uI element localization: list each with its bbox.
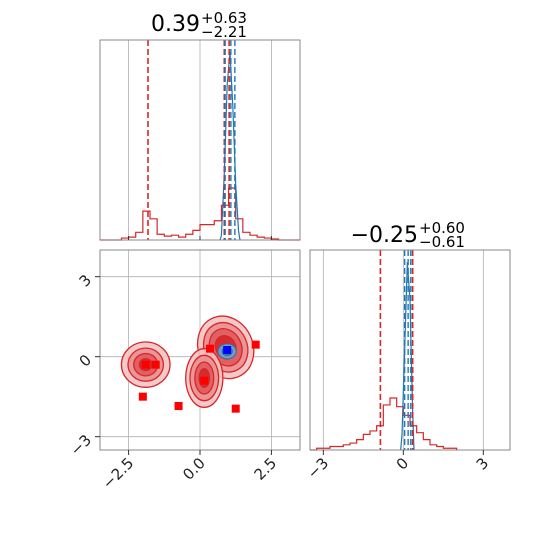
title-param1-minus: −2.21 <box>201 23 247 41</box>
marker-red-1 <box>151 360 160 369</box>
tick-label-param2-y-2: 3 <box>76 271 95 290</box>
tick-label-param2-x-2: 3 <box>473 454 492 473</box>
title-param2-value: −0.25 <box>351 223 418 248</box>
marker-red-0 <box>141 360 150 369</box>
title-param2-plus: +0.60 <box>419 219 465 237</box>
tick-label-param1-0: −2.5 <box>99 454 137 492</box>
marker-blue <box>223 346 232 354</box>
title-param1: 0.39 <box>151 12 200 37</box>
tick-label-param1-1: 0.0 <box>179 454 209 484</box>
title-param1-value: 0.39 <box>151 12 200 37</box>
hist-blue-param1 <box>219 51 241 241</box>
tick-label-param2-x-1: 0 <box>393 454 412 473</box>
marker-red-6 <box>231 404 240 413</box>
frame-param2 <box>309 249 511 451</box>
panel-joint-param1-param2 <box>99 249 301 451</box>
marker-red-7 <box>251 340 260 349</box>
hist-red-param1 <box>100 187 300 241</box>
marker-red-5 <box>206 344 214 353</box>
title-param1-plus: +0.63 <box>201 9 247 27</box>
marker-red-4 <box>200 376 209 385</box>
marker-red-2 <box>138 392 147 401</box>
tick-label-param2-y-0: −3 <box>67 431 95 459</box>
title-param2: −0.25 <box>351 223 418 248</box>
tick-label-param2-x-0: −3 <box>304 454 332 482</box>
panel-marginal-param2 <box>309 249 511 451</box>
tick-label-param2-y-1: 0 <box>76 351 95 370</box>
marker-red-3 <box>174 402 183 410</box>
title-param2-minus: −0.61 <box>419 233 465 251</box>
hist-red-param2 <box>310 397 458 451</box>
panel-marginal-param1 <box>99 39 301 241</box>
tick-label-param1-2: 2.5 <box>251 454 281 484</box>
